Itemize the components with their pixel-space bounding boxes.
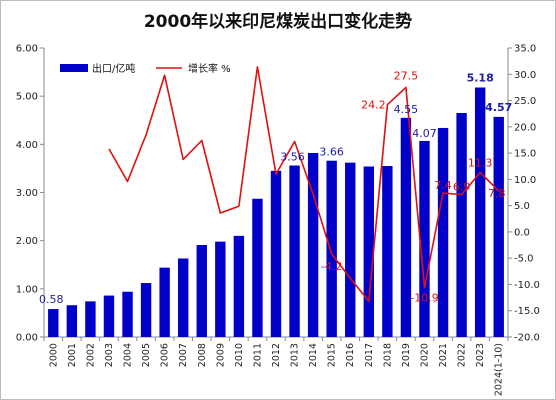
- right-tick-label: -15.0: [514, 306, 540, 317]
- bar-series: [48, 87, 504, 338]
- x-tick-label: 2015: [327, 343, 338, 367]
- bar: [437, 127, 449, 337]
- x-tick-label: 2002: [85, 343, 96, 367]
- line-data-label: 27.5: [394, 69, 419, 82]
- bar: [140, 283, 152, 337]
- x-tick-label: 2016: [345, 343, 356, 367]
- left-tick-label: 3.00: [16, 188, 38, 199]
- bar-data-label: 3.66: [319, 146, 344, 159]
- right-tick-label: 15.0: [514, 149, 536, 160]
- x-tick-label: 2017: [364, 343, 375, 367]
- right-tick-label: -20.0: [514, 333, 540, 344]
- right-tick-label: 35.0: [514, 44, 536, 55]
- legend: 出口/亿吨 增长率 %: [60, 62, 231, 75]
- bar: [270, 170, 282, 337]
- bar: [493, 116, 504, 338]
- x-tick-label: 2009: [215, 343, 226, 367]
- line-data-label: 7.4: [434, 179, 452, 192]
- x-tick-label: 2007: [178, 343, 189, 367]
- bar: [85, 301, 96, 337]
- growth-line: [108, 66, 500, 303]
- bar: [233, 235, 245, 337]
- bar-data-label: 4.57: [485, 101, 512, 114]
- x-tick-label: 2022: [457, 343, 468, 367]
- line-data-label: 24.2: [361, 99, 386, 112]
- line-data-label: 7.8: [488, 187, 506, 200]
- x-tick-label: 2018: [382, 343, 393, 367]
- left-tick-label: 2.00: [16, 236, 38, 247]
- bar: [103, 295, 115, 337]
- x-tick-label: 2010: [234, 343, 245, 367]
- x-tick-label: 2020: [419, 343, 430, 367]
- x-tick-label: 2019: [401, 343, 412, 367]
- x-tick-label: 2004: [123, 343, 134, 367]
- x-tick-label: 2001: [67, 343, 78, 367]
- x-tick-label: 2005: [141, 343, 152, 367]
- bar: [215, 241, 226, 337]
- right-tick-label: 10.0: [514, 175, 536, 186]
- right-tick-label: 20.0: [514, 122, 536, 133]
- bar: [400, 117, 412, 337]
- x-tick-label: 2003: [104, 343, 115, 367]
- line-data-label: -4.2: [321, 260, 342, 273]
- left-tick-label: 0.00: [16, 333, 38, 344]
- right-tick-label: -5.0: [514, 254, 534, 265]
- bar: [178, 258, 189, 337]
- bar: [252, 198, 263, 337]
- bar: [48, 309, 59, 337]
- bar: [122, 291, 133, 337]
- line-data-label: 11.3: [468, 157, 493, 170]
- bar: [289, 165, 300, 337]
- bar-data-label: 5.18: [467, 71, 494, 84]
- x-tick-label: 2021: [438, 343, 449, 367]
- bar: [196, 245, 207, 337]
- bar: [474, 87, 486, 337]
- bar-data-label: 4.55: [394, 103, 419, 116]
- line-data-label: 6.9: [453, 181, 471, 194]
- bar: [66, 305, 78, 337]
- bar: [307, 153, 319, 337]
- right-tick-label: -10.0: [514, 280, 540, 291]
- right-tick-label: 0.0: [514, 227, 530, 238]
- x-tick-label: 2012: [271, 343, 282, 367]
- x-tick-label: 2008: [197, 343, 208, 367]
- bar: [326, 160, 337, 337]
- right-tick-label: 5.0: [514, 201, 530, 212]
- bar-data-label: 4.07: [412, 127, 437, 140]
- right-tick-label: 30.0: [514, 70, 536, 81]
- legend-bar-label: 出口/亿吨: [92, 62, 135, 75]
- bar: [159, 267, 170, 337]
- x-tick-label: 2023: [475, 343, 486, 367]
- left-tick-label: 4.00: [16, 140, 38, 151]
- bar: [363, 166, 374, 337]
- left-tick-label: 1.00: [16, 284, 38, 295]
- bar-data-label: 0.58: [39, 293, 64, 306]
- legend-line-label: 增长率 %: [188, 62, 231, 75]
- chart-title: 2000年以来印尼煤炭出口变化走势: [144, 11, 412, 32]
- growth-line-series: [108, 66, 500, 303]
- axes: 0.00 1.00 2.00 3.00 4.00 5.00 6.00 -20.0 -15.0 -1…: [16, 44, 540, 397]
- bar: [345, 162, 356, 337]
- bar-data-label: 3.56: [280, 151, 305, 164]
- line-data-label: -10.9: [410, 292, 438, 305]
- x-tick-label: 2013: [290, 343, 301, 367]
- x-tick-label: 2014: [308, 343, 319, 367]
- left-tick-label: 6.00: [16, 44, 38, 55]
- right-tick-label: 25.0: [514, 96, 536, 107]
- x-tick-label: 2000: [48, 343, 59, 367]
- legend-bar-swatch: [60, 64, 88, 72]
- bar: [382, 166, 393, 337]
- left-tick-label: 5.00: [16, 92, 38, 103]
- x-tick-label: 2006: [160, 343, 171, 367]
- data-labels: 0.58 3.56 3.66 4.55 4.07 5.18 4.57 -4.2 24.2 27.5…: [39, 69, 512, 306]
- x-tick-label: 2011: [252, 343, 263, 367]
- bar: [456, 113, 467, 338]
- x-tick-label: 2024(1-10): [494, 343, 505, 396]
- bar: [419, 140, 430, 337]
